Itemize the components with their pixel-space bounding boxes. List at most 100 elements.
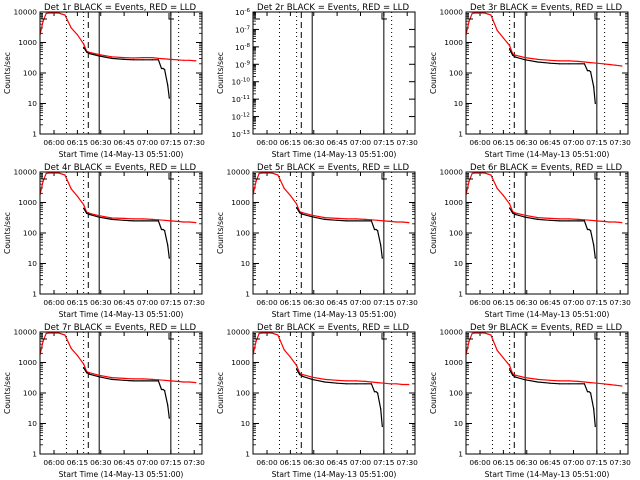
plot-frame: [252, 11, 416, 135]
start-bracket-marker: [254, 173, 260, 180]
lld-data-point: [621, 65, 623, 67]
lld-data-point: [264, 172, 267, 174]
events-series-line: [296, 368, 383, 427]
lld-data-point: [289, 194, 291, 197]
lld-data-point: [176, 59, 178, 61]
lld-data-point: [195, 382, 197, 384]
lld-data-point: [64, 334, 66, 336]
end-bracket-marker: [594, 173, 600, 180]
start-bracket-marker: [41, 13, 47, 20]
y-tick-label: 1000: [18, 198, 37, 207]
lld-data-point: [590, 382, 592, 384]
x-tick-label: 07:00: [137, 138, 159, 147]
lld-data-point: [377, 382, 379, 384]
lld-data-point: [264, 332, 267, 334]
x-axis-label: Start Time (14-May-13 05:51:00): [272, 310, 397, 319]
lld-data-point: [83, 363, 85, 365]
y-tick-label: 100: [236, 389, 250, 398]
events-data-point: [583, 63, 586, 65]
y-tick-label: 10: [454, 419, 464, 428]
events-data-point: [89, 373, 91, 375]
lld-data-point: [42, 20, 44, 22]
events-data-point: [86, 51, 88, 53]
x-axis-label: Start Time (14-May-13 05:51:00): [485, 310, 610, 319]
lld-data-point: [477, 12, 480, 14]
y-tick-label: 1: [32, 450, 37, 459]
lld-data-point: [474, 332, 476, 334]
lld-data-point: [45, 12, 47, 14]
lld-data-point: [132, 378, 135, 380]
events-data-point: [375, 391, 377, 393]
events-data-point: [86, 372, 88, 374]
x-axis-label: Start Time (14-May-13 05:51:00): [59, 470, 184, 479]
y-tick-label: 10: [28, 259, 38, 268]
lld-data-point: [70, 188, 72, 190]
y-axis-label: Counts/sec: [3, 372, 12, 414]
lld-data-point: [151, 218, 153, 220]
x-tick-label: 07:00: [137, 458, 159, 467]
y-tick-label: 10000: [13, 328, 37, 337]
events-data-point: [324, 218, 326, 220]
plot-frame: [465, 171, 629, 295]
events-data-point: [586, 228, 589, 231]
lld-data-point: [537, 217, 539, 219]
y-tick-label: 10: [454, 259, 464, 268]
x-axis-label: Start Time (14-May-13 05:51:00): [59, 310, 184, 319]
lld-data-point: [549, 59, 551, 61]
lld-data-point: [596, 220, 598, 222]
plot-frame: [39, 11, 203, 135]
y-axis-label: Counts/sec: [216, 52, 225, 94]
lld-data-point: [608, 383, 610, 386]
events-data-point: [515, 56, 517, 58]
lld-data-point: [377, 219, 379, 221]
y-tick-label: 10000: [226, 328, 250, 337]
y-axis-label: Counts/sec: [429, 212, 438, 254]
lld-data-point: [401, 221, 404, 223]
end-bracket-marker: [168, 173, 174, 180]
panel-det-4r: Det 4r BLACK = Events, RED = LLD Counts/s…: [3, 163, 205, 319]
events-data-point: [311, 378, 313, 380]
lld-data-point: [188, 59, 191, 61]
y-tick-label: 1: [32, 290, 37, 299]
panel-title: Det 9r BLACK = Events, RED = LLD: [470, 323, 622, 333]
events-data-point: [380, 244, 382, 246]
y-tick-label: 10-11: [231, 95, 250, 104]
x-tick-label: 06:15: [67, 298, 89, 307]
start-bracket-marker: [254, 13, 260, 20]
x-tick-label: 07:30: [610, 298, 632, 307]
events-data-point: [381, 425, 383, 428]
events-data-point: [370, 383, 372, 385]
x-tick-label: 06:30: [516, 298, 538, 307]
end-bracket-marker: [381, 333, 387, 340]
lld-data-point: [336, 379, 338, 381]
events-data-point: [558, 383, 561, 385]
lld-data-point: [255, 180, 257, 182]
panel-det-7r: Det 7r BLACK = Events, RED = LLD Counts/s…: [3, 323, 205, 479]
lld-data-point: [123, 57, 125, 59]
x-tick-label: 06:45: [539, 138, 561, 147]
lld-series-line: [39, 12, 196, 62]
lld-data-point: [502, 194, 504, 197]
plot-frame: [465, 11, 629, 135]
events-data-point: [377, 392, 379, 394]
y-axis-label: Counts/sec: [216, 212, 225, 254]
events-data-point: [549, 219, 551, 221]
lld-data-point: [42, 340, 44, 342]
lld-data-point: [302, 212, 304, 214]
lld-data-point: [176, 220, 178, 222]
lld-data-point: [558, 218, 561, 220]
panel-det-2r: Det 2r BLACK = Events, RED = LLD Counts/s…: [216, 3, 418, 159]
events-data-point: [123, 379, 125, 381]
lld-data-point: [395, 221, 397, 223]
x-tick-label: 07:15: [586, 298, 608, 307]
y-tick-label: 10: [28, 99, 38, 108]
lld-data-point: [490, 334, 492, 336]
events-series-line: [509, 369, 596, 427]
x-axis-label: Start Time (14-May-13 05:51:00): [485, 470, 610, 479]
lld-data-point: [261, 332, 263, 334]
lld-data-point: [471, 12, 473, 14]
end-bracket-marker: [168, 13, 174, 20]
events-data-point: [583, 220, 586, 222]
lld-data-point: [70, 27, 72, 29]
y-tick-label: 100: [23, 229, 37, 238]
